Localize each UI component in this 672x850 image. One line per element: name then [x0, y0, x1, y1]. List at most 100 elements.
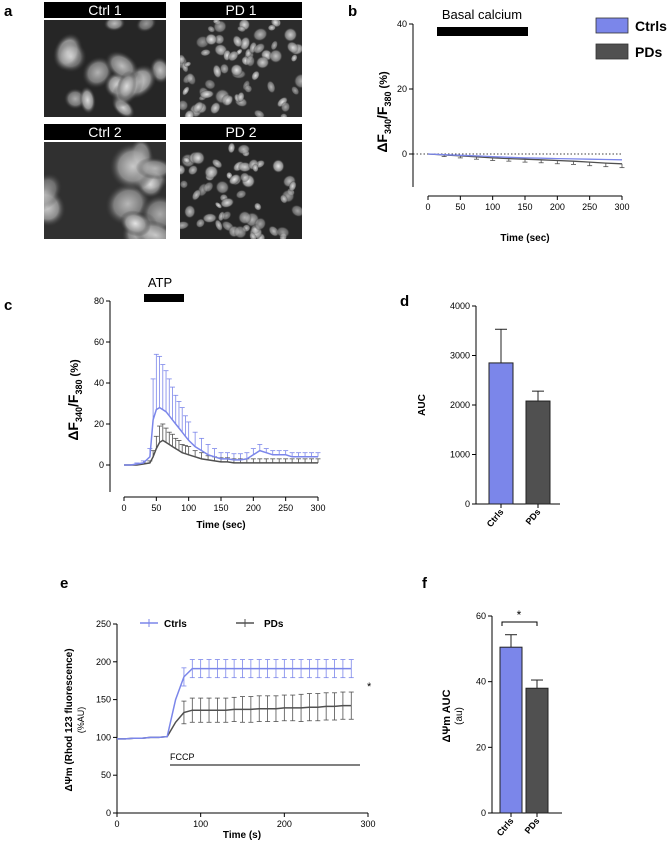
cell-body — [279, 194, 288, 204]
cell-body — [180, 99, 189, 112]
bar-pds — [525, 687, 549, 814]
y-tick-label: 80 — [94, 296, 104, 306]
y-axis-label: ΔΨm AUC — [441, 689, 453, 742]
bars: Ctrls PDs — [495, 634, 549, 838]
x-axis-label: Time (sec) — [500, 233, 549, 244]
cell-body — [199, 48, 212, 57]
y-tick-label: 2000 — [450, 400, 470, 410]
cell-body — [245, 55, 256, 68]
y-tick-label: 150 — [96, 695, 111, 705]
cell-body — [219, 197, 235, 209]
cell-body — [180, 54, 186, 65]
y-tick-label: 3000 — [450, 351, 470, 361]
cell-body — [239, 36, 251, 51]
cell-body — [187, 164, 199, 176]
cell-body — [191, 150, 206, 166]
y-tick-label: 20 — [94, 419, 104, 429]
x-tick-label: 50 — [455, 202, 465, 212]
series-ctrls-line — [117, 667, 352, 740]
cell-body — [244, 84, 253, 94]
cell-body — [213, 20, 227, 34]
cell-body — [228, 173, 241, 186]
cell-body — [191, 188, 202, 201]
cell-body — [267, 24, 277, 32]
chart-f: 0 20 40 60 Ctrls PDs * ΔΨm AUC (au) — [441, 608, 562, 838]
cell-body — [252, 42, 266, 55]
micrograph-pd-2: PD 2 — [180, 124, 302, 239]
cell-body — [230, 63, 244, 77]
basal-calcium-label: Basal calcium — [442, 7, 522, 22]
cell-body — [270, 40, 279, 51]
basal-calcium-bar — [437, 27, 528, 36]
legend-swatch-pds — [595, 43, 629, 60]
x-ticks: 0 50 100 150 200 250 300 — [425, 196, 630, 212]
cell-body — [199, 89, 215, 99]
y-axis-label: AUC — [417, 394, 428, 416]
x-tick-label: 250 — [278, 503, 293, 513]
cell-body — [288, 180, 297, 192]
micrograph-label: Ctrl 2 — [88, 124, 122, 140]
cell-body — [253, 109, 266, 117]
cell-body — [204, 33, 218, 46]
cell-body — [266, 80, 276, 94]
cell-body — [119, 210, 151, 237]
x-tick-label: 300 — [360, 819, 375, 829]
y-tick-label: 4000 — [450, 301, 470, 311]
cell-body — [252, 163, 259, 173]
y-axis-label: ΔΨm (Rhod 123 fluorescence) — [64, 648, 75, 791]
cell-body — [54, 40, 88, 73]
atp-label: ATP — [148, 275, 172, 290]
y-tick-label: 60 — [94, 337, 104, 347]
cell-body — [271, 159, 285, 174]
panel-letter-d: d — [400, 293, 409, 310]
cell-body — [214, 201, 223, 209]
y-ticks: 0 50 100 150 200 250 — [96, 619, 117, 818]
series-ctrls-line — [124, 406, 318, 466]
chart-e: 0 50 100 150 200 250 0 100 200 300 FCCP * Ctrls … — [64, 619, 376, 841]
cell-body — [293, 73, 302, 89]
micrograph-label-bar — [44, 2, 166, 18]
y-axis-label: ΔF340/F380 (%) — [65, 359, 84, 441]
cell-body — [204, 78, 216, 90]
y-axis-sublabel: (au) — [454, 707, 465, 725]
y-tick-label: 0 — [481, 808, 486, 818]
cell-body — [227, 50, 239, 62]
legend-swatch-ctrls — [595, 17, 629, 34]
cell-body — [275, 226, 291, 239]
x-tick-label: 0 — [121, 503, 126, 513]
bar-pds — [525, 400, 551, 505]
cell-body — [181, 85, 190, 96]
y-tick-label: 40 — [476, 677, 486, 687]
cell-body — [202, 212, 218, 224]
fccp-label: FCCP — [170, 752, 195, 762]
x-ticks: 0 100 200 300 — [114, 813, 376, 829]
cell-body — [255, 55, 270, 70]
cell-body — [290, 204, 302, 218]
cell-body — [268, 48, 283, 64]
cell-body — [203, 165, 219, 180]
legend-label-pds: PDs — [264, 619, 284, 630]
significance-bracket — [501, 621, 538, 626]
cell-body — [252, 27, 268, 42]
cell-body — [180, 164, 186, 176]
cell-body — [195, 218, 206, 229]
cell-body — [237, 210, 252, 225]
cell-body — [183, 109, 195, 117]
y-axis-sublabel: (%AU) — [76, 707, 86, 734]
micrograph-label: Ctrl 1 — [88, 2, 122, 18]
cell-body — [186, 72, 197, 86]
cell-cluster — [180, 142, 302, 239]
y-tick-label: 0 — [99, 460, 104, 470]
significance-star: * — [517, 608, 522, 622]
series-pds-line — [124, 439, 318, 466]
y-tick-label: 20 — [397, 84, 407, 94]
cell-body — [233, 225, 248, 239]
cell-body — [135, 20, 157, 33]
legend-label-pds: PDs — [635, 44, 662, 60]
y-ticks: 0 20 40 — [397, 19, 413, 159]
cell-body — [108, 142, 158, 191]
legend-label-ctrls: Ctrls — [635, 18, 667, 34]
micrograph-ctrl-1: Ctrl 1 — [44, 2, 166, 117]
x-tick-label: 150 — [213, 503, 228, 513]
chart-d: 0 1000 2000 3000 4000 Ctrls PDs AUC — [417, 301, 560, 529]
